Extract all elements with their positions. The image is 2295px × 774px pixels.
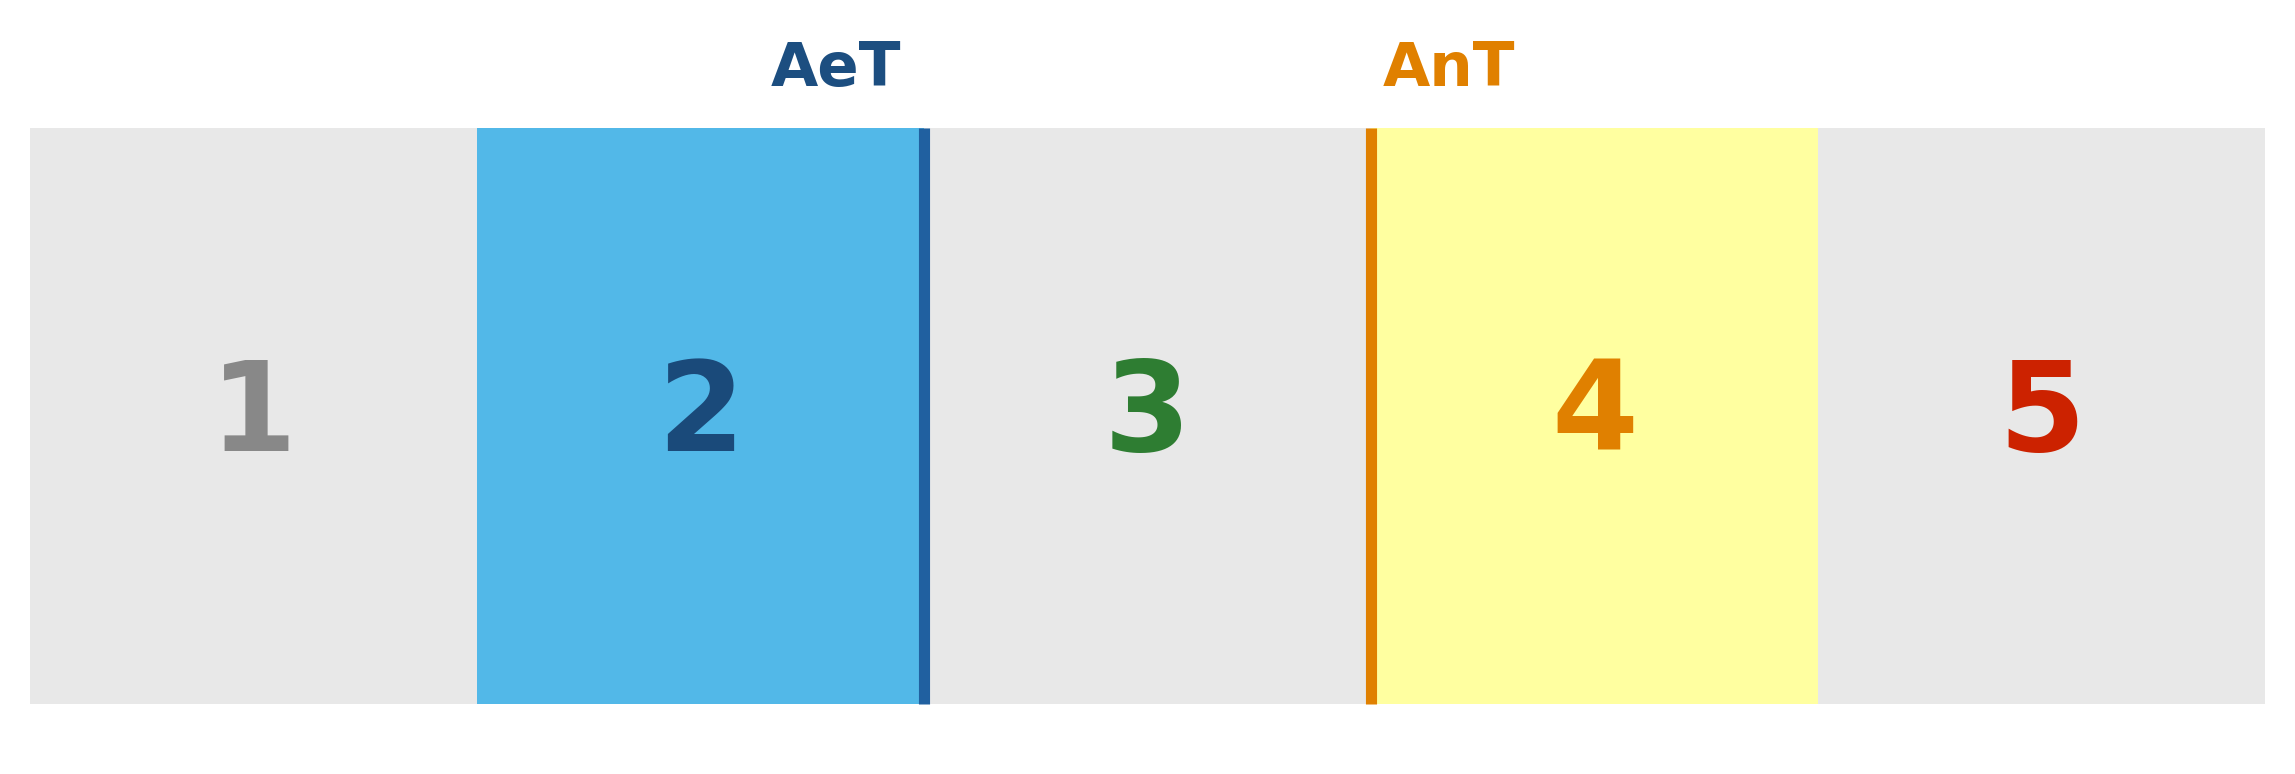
Text: AeT: AeT <box>771 40 902 99</box>
Text: 5: 5 <box>1999 355 2086 477</box>
Text: 1: 1 <box>209 355 296 477</box>
Bar <box>1818 128 2265 704</box>
Text: 3: 3 <box>1104 355 1191 477</box>
Bar <box>477 128 925 704</box>
Text: 4: 4 <box>1551 355 1639 477</box>
Text: 2: 2 <box>656 355 744 477</box>
Bar <box>925 128 1370 704</box>
Bar <box>30 128 2265 704</box>
Text: AnT: AnT <box>1382 40 1515 99</box>
Bar <box>1370 128 1818 704</box>
Bar <box>30 128 477 704</box>
